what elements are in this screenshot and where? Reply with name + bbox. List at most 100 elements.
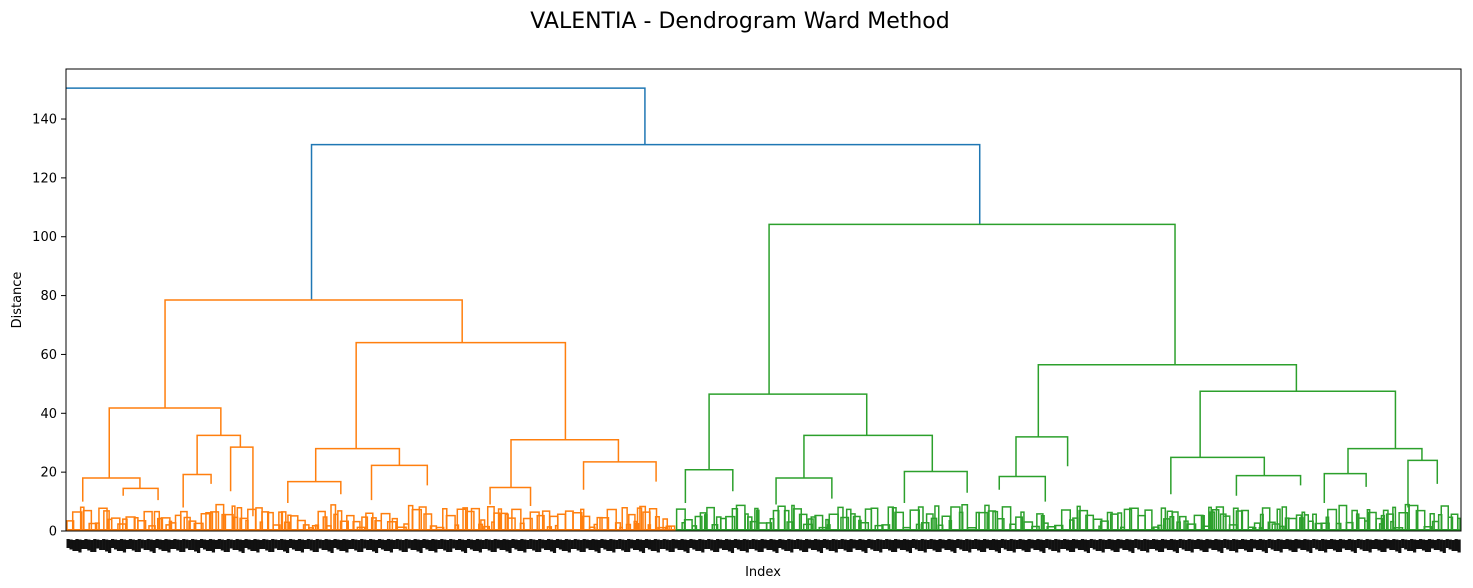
x-leaf-label: [1190, 539, 1194, 553]
x-leaf-label: [772, 539, 776, 552]
x-leaf-label: [724, 539, 729, 550]
x-leaf-label: [609, 539, 613, 551]
dendrogram-links: [66, 87, 1439, 517]
x-leaf-label: [1252, 539, 1257, 549]
x-leaf-label: [87, 539, 91, 551]
x-leaf-label: [102, 539, 106, 550]
x-leaf-label: [879, 539, 883, 553]
x-leaf-label: [603, 539, 607, 550]
dendrogram-leaf-merge: [870, 507, 879, 531]
dendrogram-leaf-merge: [418, 506, 427, 531]
x-leaf-label: [1027, 539, 1031, 552]
dendrogram-leaf-merge: [529, 511, 540, 531]
dendrogram-leaf-merge: [210, 511, 220, 531]
x-leaf-label: [389, 539, 393, 553]
dendrogram-link: [1170, 456, 1266, 495]
dendrogram-leaf-merge: [978, 511, 988, 531]
dendrogram-leaf-merge: [756, 509, 760, 531]
x-leaf-label: [659, 540, 663, 549]
x-leaf-label: [1232, 539, 1236, 551]
x-leaf-label: [1261, 539, 1265, 552]
x-leaf-label: [923, 539, 927, 553]
x-leaf-label: [1255, 540, 1260, 550]
dendrogram-leaf-merge: [236, 507, 243, 531]
x-leaf-label: [1074, 539, 1079, 549]
x-leaf-label: [1166, 540, 1171, 550]
x-leaf-label: [532, 539, 536, 551]
x-leaf-label: [799, 539, 803, 551]
x-leaf-label: [238, 539, 242, 552]
x-leaf-label: [893, 539, 898, 552]
x-leaf-label: [410, 540, 414, 550]
dendrogram-link: [196, 434, 242, 475]
x-leaf-label: [1344, 540, 1348, 550]
x-leaf-label: [1098, 539, 1102, 551]
dendrogram-leaf-merge: [423, 513, 433, 531]
dendrogram-leaf-merge: [296, 519, 306, 531]
x-leaf-label: [864, 540, 868, 553]
x-leaf-label: [220, 539, 224, 551]
x-leaf-label: [662, 539, 666, 549]
x-leaf-label: [303, 540, 307, 549]
x-leaf-label: [499, 540, 503, 550]
dendrogram-link: [803, 434, 934, 479]
x-leaf-label: [496, 539, 500, 549]
x-leaf-label: [846, 540, 850, 552]
dendrogram-leaf-merge: [921, 521, 930, 531]
x-leaf-label: [1445, 539, 1449, 548]
x-leaf-label: [277, 540, 281, 550]
dendrogram-link: [164, 299, 463, 408]
x-leaf-label: [1374, 539, 1378, 549]
x-leaf-label: [357, 540, 361, 552]
x-leaf-label: [226, 539, 230, 552]
x-leaf-label: [478, 539, 482, 553]
dendrogram-leaf-merge: [1046, 526, 1057, 531]
dendrogram-link: [182, 473, 212, 508]
dendrogram-leaf-merge: [1123, 508, 1133, 531]
x-leaf-label: [977, 539, 981, 551]
x-leaf-label: [677, 540, 681, 550]
x-leaf-label: [932, 539, 936, 551]
x-leaf-label: [1246, 540, 1251, 552]
x-leaf-label: [472, 540, 477, 551]
x-leaf-label: [1154, 539, 1159, 551]
x-leaf-label: [600, 539, 604, 548]
dendrogram-leaf-merge: [1240, 509, 1250, 531]
dendrogram-link: [1347, 447, 1423, 474]
dendrogram-leaf-merge: [483, 525, 491, 531]
dendrogram-leaf-merge: [71, 511, 83, 531]
x-leaf-label: [1054, 539, 1058, 551]
x-leaf-label: [680, 539, 684, 550]
x-leaf-label: [775, 540, 779, 553]
x-leaf-label: [1303, 539, 1307, 550]
x-leaf-label: [128, 539, 132, 549]
x-leaf-label: [520, 539, 524, 551]
dendrogram-link: [314, 447, 401, 482]
x-leaf-label: [333, 539, 337, 548]
x-leaf-label: [914, 539, 918, 550]
x-leaf-label: [502, 539, 506, 550]
x-leaf-label: [202, 539, 207, 550]
dendrogram-leaf-merge: [1447, 516, 1454, 531]
x-leaf-label: [1350, 539, 1354, 552]
x-leaf-label: [1089, 539, 1093, 548]
x-leaf-label: [549, 539, 554, 552]
x-leaf-label: [383, 540, 388, 551]
dendrogram-leaf-merge: [156, 517, 164, 531]
dendrogram-link: [355, 341, 567, 449]
x-leaf-label: [1110, 539, 1114, 551]
dendrogram-leaf-merge: [654, 515, 660, 531]
dendrogram-leaf-merge: [1117, 512, 1123, 531]
x-leaf-label: [988, 540, 993, 550]
dendrogram-link: [582, 461, 657, 490]
x-leaf-label: [300, 539, 305, 553]
x-leaf-label: [935, 540, 939, 552]
x-leaf-label: [1424, 540, 1429, 552]
x-leaf-label: [297, 539, 302, 551]
x-leaf-label: [1427, 539, 1432, 552]
x-leaf-label: [449, 539, 453, 552]
x-leaf-label: [974, 539, 978, 549]
x-leaf-label: [1332, 539, 1337, 551]
x-leaf-label: [1220, 540, 1224, 553]
x-leaf-label: [1214, 539, 1218, 550]
